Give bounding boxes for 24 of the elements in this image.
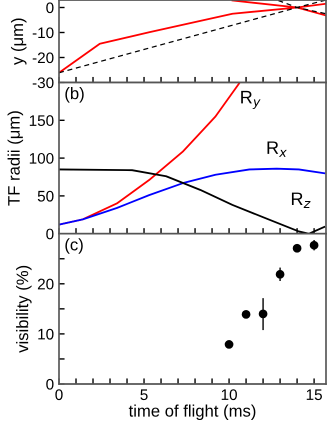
series-label: R$_{x}$ bbox=[268, 141, 287, 157]
y-axis-title: y (μm) bbox=[10, 18, 27, 65]
y-axis-title: TF radii (μm) bbox=[8, 111, 24, 206]
y-axis-title: visibility (%) bbox=[16, 266, 32, 353]
series-label: R$_{z}$ bbox=[292, 192, 311, 208]
y-tick-label: 0 bbox=[46, 2, 54, 14]
y-tick-label: 150 bbox=[30, 115, 54, 126]
y-tick-label: -10 bbox=[32, 27, 54, 38]
y-tick-label: 0 bbox=[46, 378, 54, 390]
x-tick-label: 15 bbox=[306, 389, 322, 400]
y-tick-label: 50 bbox=[38, 190, 54, 202]
y-tick-label: 100 bbox=[30, 152, 54, 164]
x-tick-label: 5 bbox=[140, 389, 148, 400]
series-label: R$_{y}$ bbox=[241, 90, 261, 109]
y-tick-label: 10 bbox=[38, 328, 54, 340]
x-tick-label: 10 bbox=[222, 389, 237, 400]
annotation: (b) bbox=[65, 87, 84, 103]
x-axis-title: time of flight (ms) bbox=[128, 404, 256, 420]
y-tick-label: -20 bbox=[32, 52, 54, 64]
y-tick-label: 20 bbox=[38, 278, 54, 290]
x-tick-label: 0 bbox=[55, 389, 63, 400]
y-tick-label: 0 bbox=[46, 228, 54, 240]
annotation: (c) bbox=[65, 238, 83, 254]
y-tick-label: -30 bbox=[32, 77, 54, 88]
